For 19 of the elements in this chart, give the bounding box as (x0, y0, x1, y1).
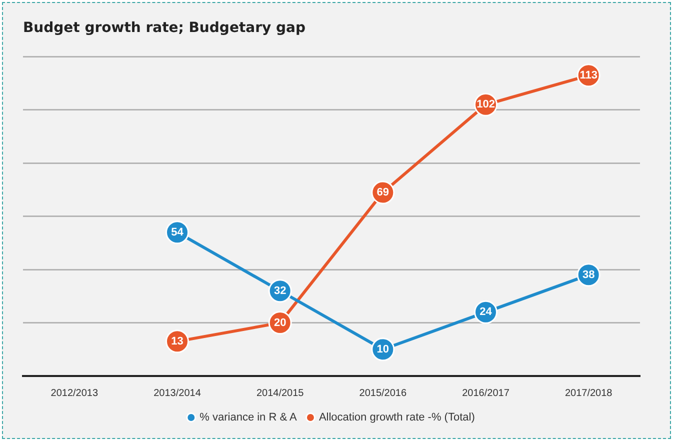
data-label: 20 (274, 316, 286, 329)
chart-title: Budget growth rate; Budgetary gap (23, 20, 306, 36)
data-label: 13 (171, 335, 184, 348)
x-tick-label: 2013/2014 (154, 388, 202, 399)
data-label: 69 (376, 186, 390, 198)
x-tick-label: 2012/2013 (50, 388, 98, 399)
x-tick-label: 2016/2017 (462, 388, 510, 399)
data-label: 10 (376, 343, 390, 356)
legend-label: % variance in R & A (200, 412, 298, 424)
data-label: 38 (582, 268, 595, 281)
x-tick-label: 2014/2015 (256, 388, 304, 399)
legend-label: Allocation growth rate -% (Total) (318, 412, 475, 424)
x-tick-label: 2017/2018 (564, 388, 613, 399)
data-label: 113 (580, 69, 598, 82)
x-tick-label: 2015/2016 (359, 388, 407, 399)
data-label: 24 (480, 306, 493, 318)
data-label: 54 (171, 226, 184, 238)
data-label: 102 (476, 98, 495, 111)
data-label: 32 (274, 284, 286, 297)
